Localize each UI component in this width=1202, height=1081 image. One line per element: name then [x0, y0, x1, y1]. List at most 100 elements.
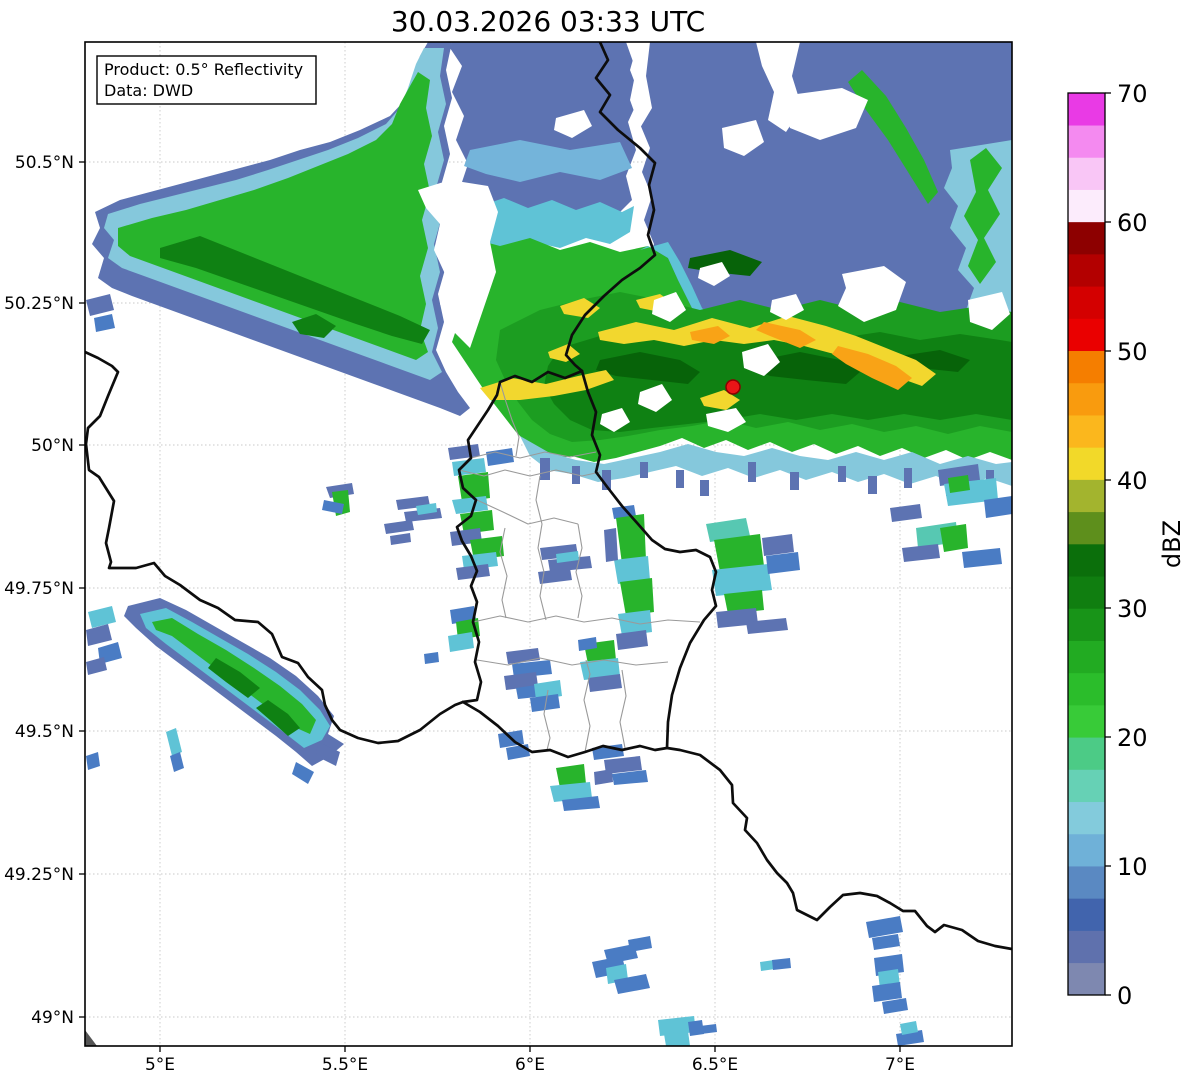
radar-echo: [86, 752, 100, 770]
radar-echo: [322, 500, 344, 514]
radar-echo: [416, 503, 437, 515]
radar-echo: [948, 475, 970, 493]
colorbar-ticks: 0 10 20 30 40 50 60 70: [1105, 80, 1148, 1010]
radar-echo: [706, 518, 750, 542]
radar-echo: [562, 796, 600, 811]
radar-echo: [900, 1021, 918, 1035]
radar-echo: [790, 472, 799, 490]
lon-tick-label: 7°E: [885, 1055, 915, 1075]
colorbar-segment: [1068, 608, 1105, 641]
colorbar-segment: [1068, 833, 1105, 867]
colorbar-segment: [1068, 865, 1105, 899]
radar-echo: [486, 448, 514, 466]
radar-echo: [480, 370, 614, 400]
radar-echo: [872, 982, 902, 1002]
colorbar-segment: [1068, 157, 1105, 190]
radar-echo: [766, 552, 800, 574]
radar-echo: [664, 1031, 690, 1046]
radar-echo: [658, 1016, 696, 1036]
radar-echo: [600, 408, 630, 432]
radar-echo: [578, 637, 597, 651]
figure-title: 30.03.2026 03:33 UTC: [391, 5, 705, 38]
radar-echo: [166, 728, 182, 756]
lat-tick-label: 50.5°N: [15, 153, 74, 173]
radar-echo: [540, 458, 550, 480]
radar-echo: [700, 480, 709, 496]
radar-echo: [748, 462, 756, 482]
colorbar-segment: [1068, 253, 1105, 287]
admin-border: [499, 381, 520, 457]
radar-echo: [940, 524, 968, 552]
radar-echo: [712, 564, 772, 596]
radar-echo: [968, 292, 1010, 330]
colorbar-segment: [1068, 285, 1105, 319]
radar-echo: [460, 510, 494, 534]
colorbar-segment: [1068, 736, 1105, 770]
admin-border: [619, 669, 627, 749]
radar-echo: [626, 42, 652, 128]
colorbar-segment: [1068, 962, 1105, 996]
colorbar-segment: [1068, 672, 1105, 706]
colorbar-segment: [1068, 382, 1105, 416]
colorbar-tick-label: 70: [1117, 80, 1148, 108]
radar-echo: [782, 88, 868, 140]
radar-echo: [384, 520, 414, 534]
colorbar-segment: [1068, 543, 1105, 577]
radar-echo: [770, 294, 804, 320]
radar-echo: [554, 110, 592, 138]
country-border: [455, 369, 584, 704]
radar-echo: [118, 72, 432, 360]
radar-echo: [598, 316, 936, 386]
radar-echo: [890, 504, 922, 522]
product-info-box: Product: 0.5° Reflectivity Data: DWD: [96, 55, 317, 105]
colorbar-segment: [1068, 479, 1105, 513]
radar-echo: [560, 298, 600, 318]
colorbar-segment: [1068, 414, 1105, 448]
admin-border: [476, 499, 579, 525]
country-border: [564, 42, 657, 373]
lat-tick-label: 49.5°N: [15, 722, 74, 742]
radar-echo: [418, 180, 498, 348]
admin-border: [575, 523, 583, 619]
radar-echo: [292, 762, 314, 784]
radar-echo: [588, 674, 622, 692]
admin-border: [499, 527, 508, 619]
radar-echo: [604, 528, 618, 562]
radar-echo: [316, 742, 340, 766]
radar-echo: [612, 770, 648, 785]
axis-ticks: [79, 161, 901, 1052]
admin-border: [472, 615, 701, 625]
radar-echo: [614, 974, 650, 994]
radar-echo: [556, 551, 579, 563]
radar-echo: [690, 326, 730, 344]
colorbar-unit-label: dBZ: [1158, 520, 1186, 568]
lat-tick-label: 50.25°N: [4, 294, 74, 314]
radar-echo: [882, 998, 908, 1014]
product-info-line2: Data: DWD: [104, 81, 193, 100]
lon-tick-label: 5°E: [145, 1055, 175, 1075]
radar-echo: [756, 322, 816, 348]
radar-echo: [614, 556, 650, 584]
radar-echo: [772, 958, 791, 970]
lon-tick-label: 5.5°E: [322, 1055, 368, 1075]
lat-tick-label: 49.25°N: [4, 865, 74, 885]
colorbar-segment: [1068, 189, 1105, 223]
radar-echo: [596, 352, 700, 384]
radar-echo: [724, 590, 764, 614]
radar-echo: [866, 916, 903, 938]
radar-echo: [458, 472, 490, 502]
lat-tick-label: 50°N: [31, 436, 74, 456]
radar-echo: [456, 564, 490, 580]
colorbar-tick-label: 10: [1117, 853, 1148, 881]
radar-echo: [256, 700, 300, 736]
admin-border: [543, 689, 551, 751]
radar-site-marker: [725, 379, 741, 395]
radar-echo: [464, 140, 632, 182]
radar-echo: [742, 344, 780, 376]
radar-echo: [838, 266, 906, 322]
radar-echo: [760, 960, 775, 971]
lon-tick-label: 6°E: [515, 1055, 545, 1075]
lat-tick-labels: 50.5°N 50.25°N 50°N 49.75°N 49.5°N 49.25°N 49°…: [4, 153, 74, 1028]
admin-borders-gray: [458, 381, 701, 753]
